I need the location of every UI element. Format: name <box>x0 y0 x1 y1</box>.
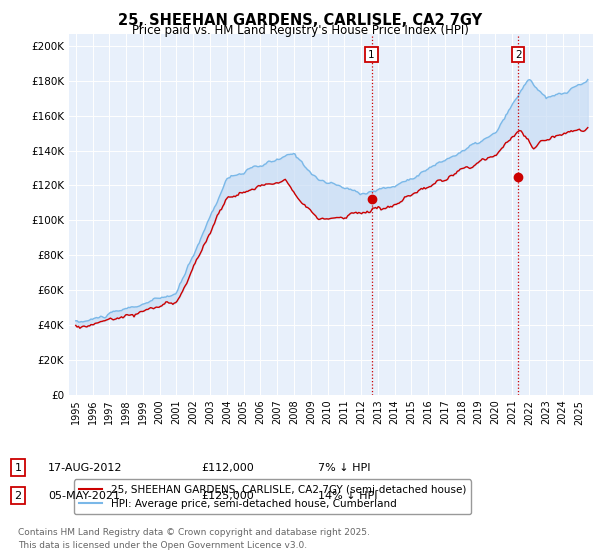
Text: 14% ↓ HPI: 14% ↓ HPI <box>318 491 377 501</box>
Text: 1: 1 <box>14 463 22 473</box>
Text: Price paid vs. HM Land Registry's House Price Index (HPI): Price paid vs. HM Land Registry's House … <box>131 24 469 37</box>
Text: £125,000: £125,000 <box>201 491 254 501</box>
Text: 17-AUG-2012: 17-AUG-2012 <box>48 463 122 473</box>
Text: 05-MAY-2021: 05-MAY-2021 <box>48 491 120 501</box>
Text: 25, SHEEHAN GARDENS, CARLISLE, CA2 7GY: 25, SHEEHAN GARDENS, CARLISLE, CA2 7GY <box>118 13 482 28</box>
Text: Contains HM Land Registry data © Crown copyright and database right 2025.
This d: Contains HM Land Registry data © Crown c… <box>18 529 370 550</box>
Text: 7% ↓ HPI: 7% ↓ HPI <box>318 463 371 473</box>
Text: 2: 2 <box>14 491 22 501</box>
Text: 1: 1 <box>368 49 375 59</box>
Text: £112,000: £112,000 <box>201 463 254 473</box>
Legend: 25, SHEEHAN GARDENS, CARLISLE, CA2 7GY (semi-detached house), HPI: Average price: 25, SHEEHAN GARDENS, CARLISLE, CA2 7GY (… <box>74 479 471 514</box>
Text: 2: 2 <box>515 49 521 59</box>
